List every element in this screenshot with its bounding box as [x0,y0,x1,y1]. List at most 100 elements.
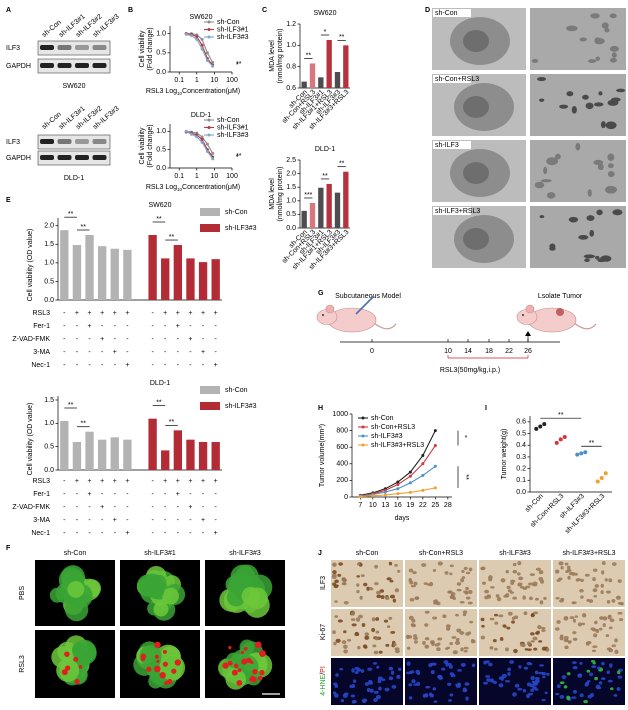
bar [309,63,316,88]
cell-nucleus [366,687,371,693]
organelle [598,91,603,96]
bar [161,258,170,300]
treatment-sign: - [189,517,192,524]
x-axis-label-part: 10 [177,187,183,192]
organelle [568,216,579,223]
cell-nucleus [465,586,469,591]
blot-band [57,155,72,160]
cell-nucleus [463,566,468,570]
cell-nucleus [581,622,586,626]
legend-label: sh-Con [225,209,248,216]
cell-nucleus [555,692,560,696]
cell-nucleus [480,566,486,571]
dead-cell [167,678,173,685]
cell-nucleus [342,581,347,586]
cell-nucleus [586,641,592,645]
cell-nucleus [337,573,342,577]
cell-nucleus [354,666,360,670]
y-tick-label: 2.5 [286,157,296,164]
cell-nucleus [447,590,452,594]
dead-cell [259,650,266,657]
blot-band [92,63,107,68]
legend-swatch [200,402,220,410]
dead-cell [78,665,83,669]
y-axis-label: (nmol/mg protein) [277,167,284,222]
cell-nucleus [358,614,363,619]
legend-label: sh-ILF3#3 [217,132,249,139]
y-axis-label: Tumor weight(g) [501,429,508,480]
x-tick-label: 1 [195,77,199,84]
y-tick-label: 1.0 [286,42,296,49]
dead-cell [154,641,161,649]
bar [343,45,349,88]
treatment-sign: - [63,362,66,369]
label-box [433,9,471,17]
nucleus [463,96,489,118]
cell-nucleus [590,627,596,631]
data-point [200,37,204,41]
significance: ** [339,34,345,41]
blot-band [57,63,72,68]
cell-nucleus [541,629,546,633]
cell-nucleus [489,617,495,621]
treatment-sign: - [202,491,205,498]
data-point [383,493,387,497]
dead-cell [156,659,160,663]
cell-nucleus [524,648,529,651]
organelle [607,171,615,178]
treatment-sign: + [125,478,129,485]
cell-nucleus [605,590,611,594]
column-label: sh-ILF3#3 [229,550,261,557]
cell-nucleus [528,662,533,666]
treatment-sign: + [113,310,117,317]
cell-nucleus [449,693,454,697]
bar [161,450,170,470]
cell-nucleus [333,585,339,589]
y-axis-label: Tumor volume(mm³) [319,424,326,487]
mouse-ear [525,304,535,314]
cell-nucleus [376,590,382,595]
cell-nucleus [607,615,612,620]
cell-nucleus [393,643,397,647]
x-tick-label: 100 [226,77,238,84]
organelle [583,254,596,259]
cell-nucleus [536,630,540,634]
mouse-eye [322,314,324,316]
cell-nucleus [530,675,535,681]
cell-nucleus [600,583,604,588]
treatment-sign: + [113,478,117,485]
data-point [408,474,412,478]
treatment-sign: - [101,323,104,330]
image-label: sh-Con [435,10,458,17]
significance: ** [339,161,345,168]
organelle [596,209,603,216]
cell-nucleus [507,667,511,672]
cell-nucleus [511,620,515,624]
legend-label: sh-Con [371,415,394,422]
treatment-sign: + [125,362,129,369]
cell-nucleus [529,573,535,577]
bar [318,187,324,228]
cell-nucleus [385,596,390,601]
cell-nucleus [460,647,464,652]
x-tick-label: 10 [211,77,219,84]
cell-nucleus [486,594,491,598]
data-point [554,440,559,445]
cell-nucleus [366,586,370,591]
panel-letter: D [425,7,430,14]
cell-nucleus [413,640,418,644]
cell-nucleus [518,665,522,669]
cell-nucleus [376,594,382,599]
cell-nucleus [386,625,391,629]
cell-nucleus [408,670,413,675]
treatment-sign: - [189,349,192,356]
x-tick-label: sh-ILF3#3+RSL3 [564,493,607,536]
cell-nucleus [335,638,341,643]
x-axis-label-part: 10 [177,91,183,96]
cell-nucleus [541,646,547,651]
cell-nucleus [383,619,389,623]
cell-nucleus [528,692,534,696]
x-tick-label: 7 [358,502,362,509]
cell-nucleus [416,671,421,676]
organelle [578,234,589,240]
